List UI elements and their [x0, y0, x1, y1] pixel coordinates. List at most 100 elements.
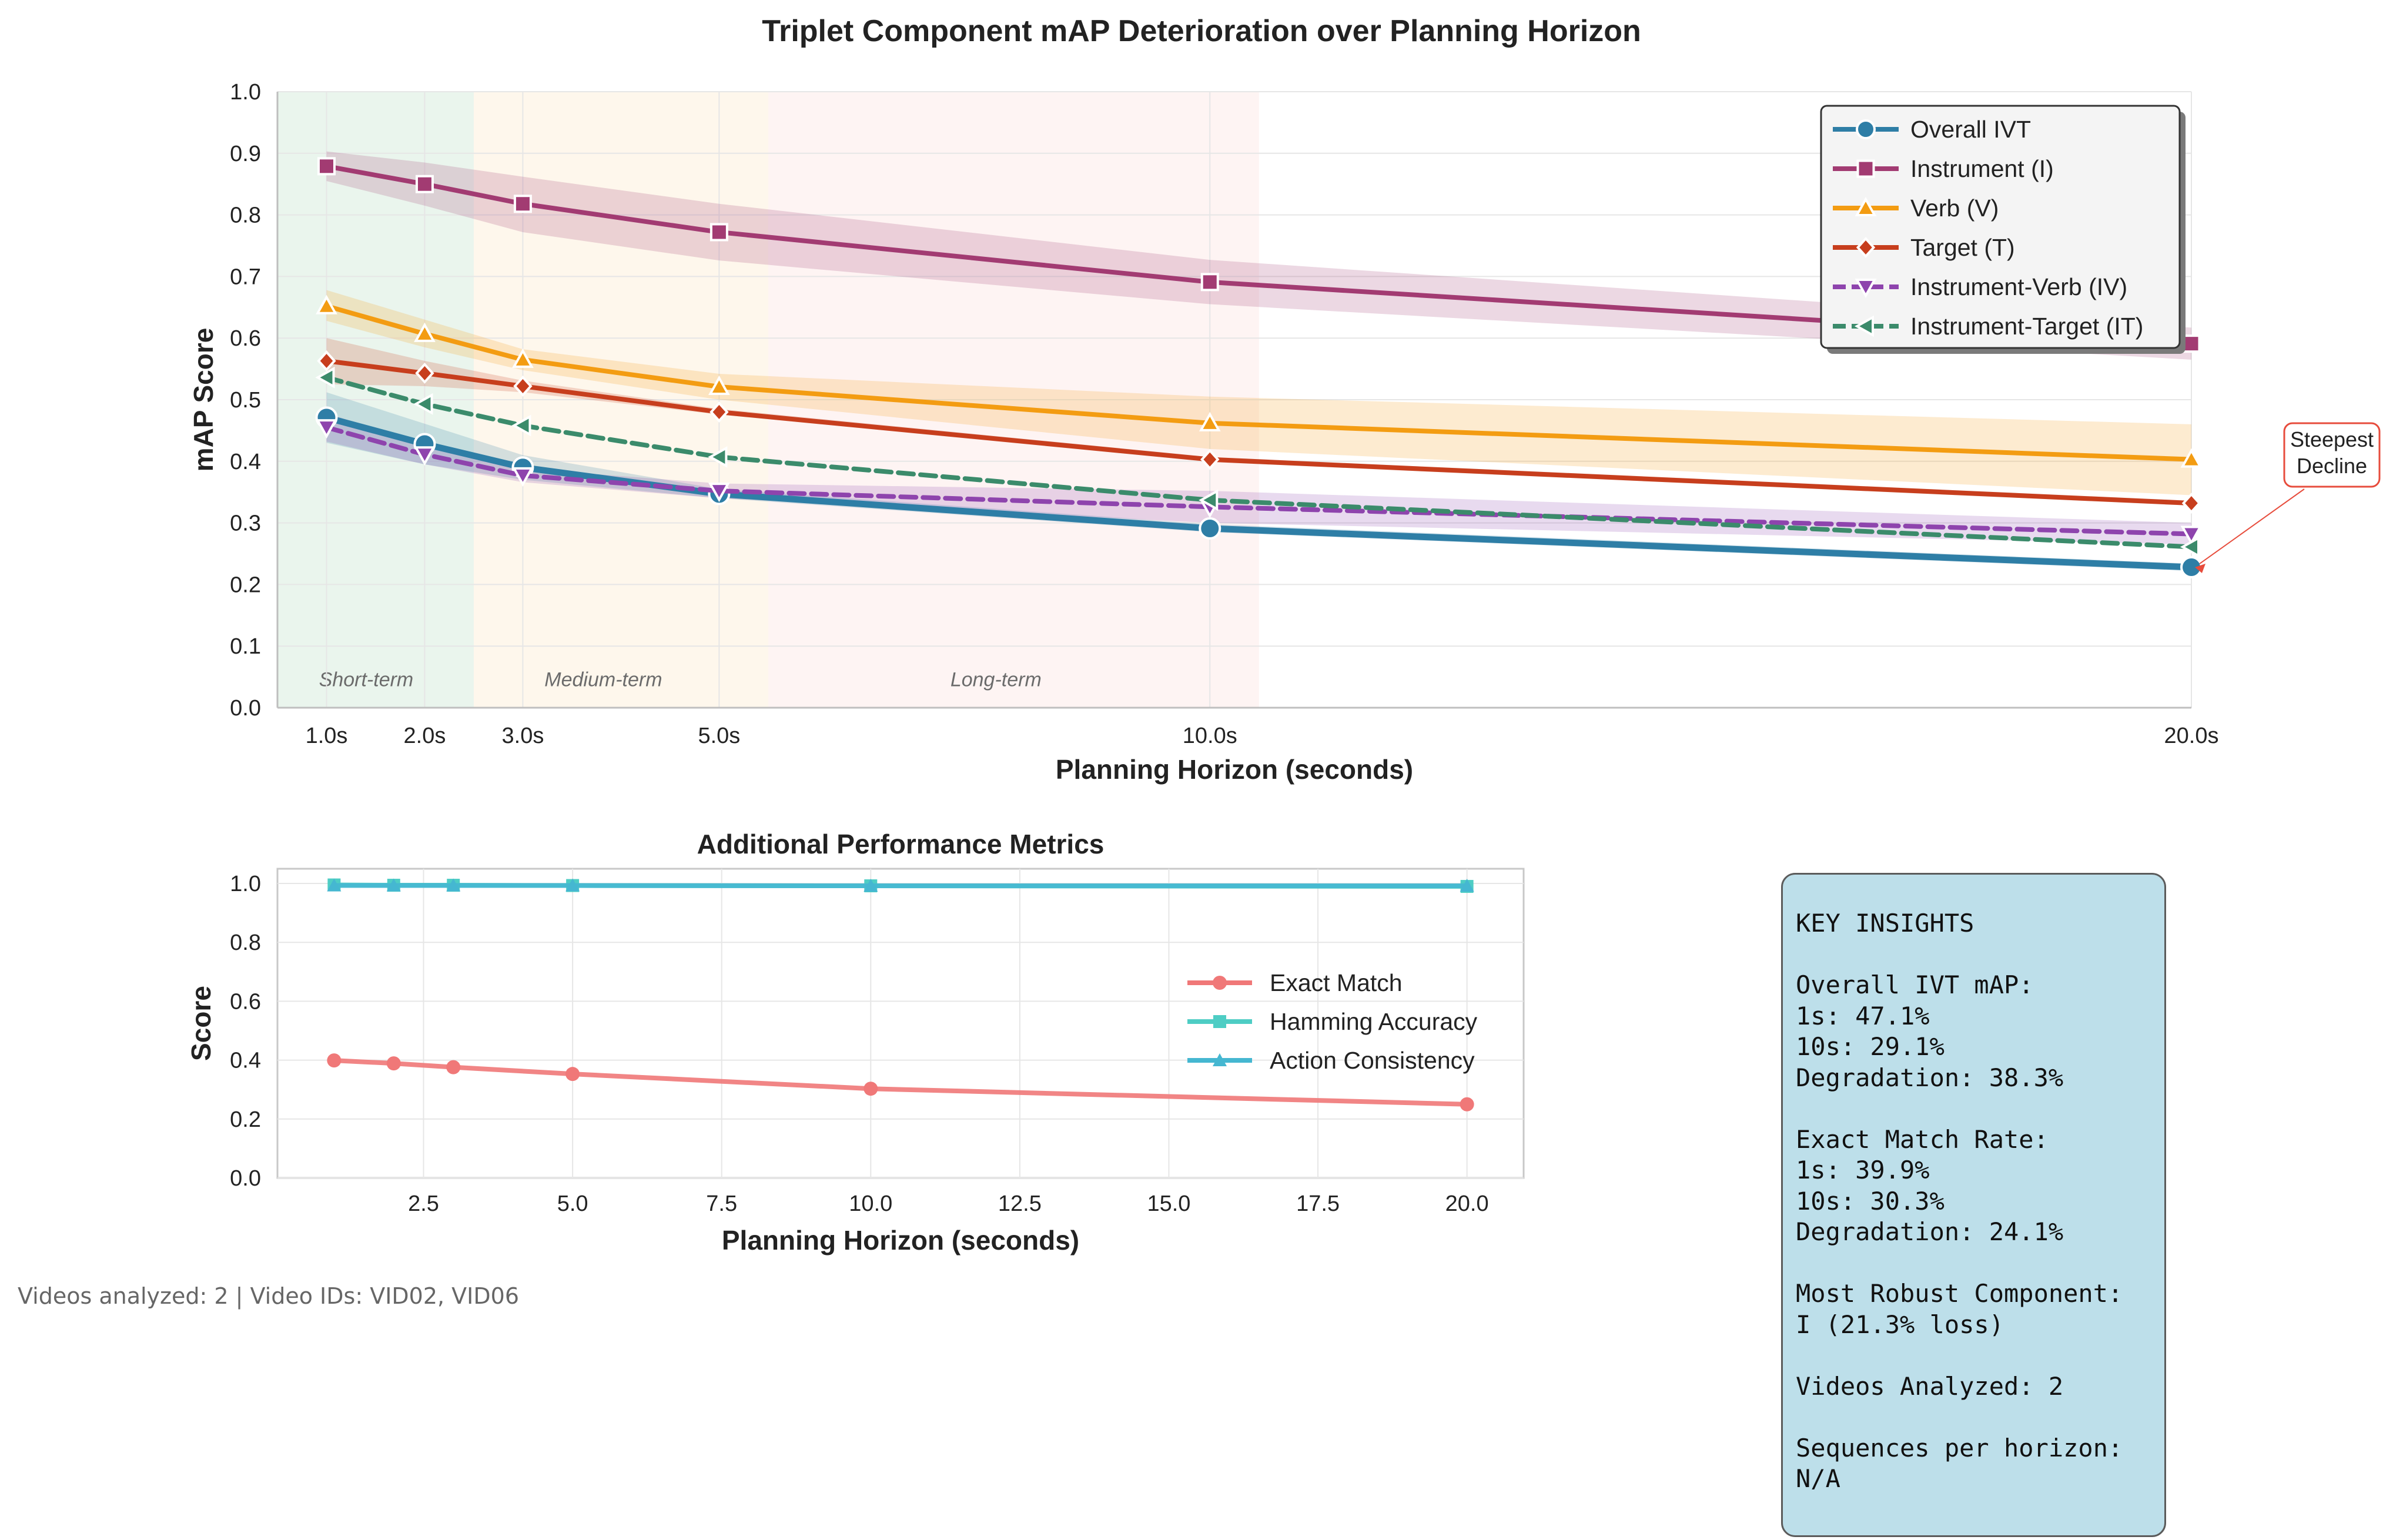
- y-tick-label: 0.5: [230, 388, 261, 413]
- data-point: [513, 375, 533, 397]
- legend-marker: [1213, 976, 1227, 990]
- annotation-box: [2283, 422, 2381, 488]
- x-tick-label: 10.0s: [1183, 724, 1237, 748]
- x-tick-label: 2.5: [408, 1191, 439, 1216]
- y-tick-label: 0.1: [230, 634, 261, 659]
- insights-text: KEY INSIGHTS Overall IVT mAP: 1s: 47.1% 10…: [1796, 908, 2160, 1495]
- data-point: [386, 1056, 401, 1071]
- legend-label: Instrument-Target (IT): [1910, 313, 2143, 340]
- series-line-2: [324, 303, 2194, 462]
- legend-label: Action Consistency: [1270, 1047, 1475, 1074]
- insight-line: Most Robust Component:: [1796, 1279, 2123, 1308]
- x-tick-label: 5.0: [557, 1191, 588, 1216]
- x-axis-label: Planning Horizon (seconds): [1056, 754, 1413, 785]
- series-line-0: [323, 414, 2195, 571]
- data-point: [414, 446, 436, 466]
- data-point: [415, 175, 434, 193]
- plot-frame: [276, 868, 1525, 1179]
- y-tick-label: 0.0: [230, 696, 261, 721]
- data-point: [2180, 448, 2203, 468]
- y-tick-label: 0.6: [230, 989, 261, 1014]
- y-tick-label: 0.8: [230, 203, 261, 228]
- data-point: [317, 157, 336, 176]
- data-point: [316, 419, 337, 439]
- data-point: [708, 375, 730, 395]
- data-point: [864, 1082, 878, 1096]
- main-chart: Short-term Medium-term Long-term 0.0 0.1 0.2 0…: [188, 14, 2381, 785]
- series-line-0: [334, 1058, 1467, 1107]
- insight-line: 1s: 47.1%: [1796, 1001, 1930, 1030]
- legend-marker: [1213, 1015, 1226, 1028]
- data-point: [1200, 273, 1219, 292]
- insight-line: [1796, 1402, 2160, 1433]
- data-point: [708, 446, 728, 468]
- legend-marker: [1855, 196, 1877, 216]
- data-point: [1199, 489, 1219, 511]
- annotation-text: Steepest: [2290, 427, 2374, 451]
- insight-line: 10s: 29.1%: [1796, 1032, 1945, 1061]
- data-point: [2180, 536, 2200, 558]
- x-tick-label: 2.0s: [404, 724, 446, 748]
- insight-line: Sequences per horizon:: [1796, 1433, 2123, 1462]
- legend-label: Verb (V): [1910, 195, 1999, 222]
- data-point: [511, 414, 531, 437]
- insight-line: Videos Analyzed: 2: [1796, 1371, 2064, 1401]
- region-label-2: Long-term: [951, 668, 1042, 691]
- insight-line: Degradation: 24.1%: [1796, 1217, 2064, 1246]
- data-point: [1460, 1097, 1474, 1112]
- region-label-1: Medium-term: [544, 668, 662, 691]
- insight-line: [1796, 1340, 2160, 1371]
- legend-label: Hamming Accuracy: [1270, 1008, 1478, 1035]
- chart-title: Triplet Component mAP Deterioration over…: [762, 14, 1641, 48]
- band-1: [326, 151, 2191, 360]
- insight-line: Exact Match Rate:: [1796, 1124, 2049, 1154]
- y-tick-label: 0.4: [230, 1049, 261, 1073]
- data-point: [864, 879, 878, 892]
- y-tick-label: 0.0: [230, 1166, 261, 1191]
- legend-marker: [1213, 1053, 1227, 1066]
- legend-marker: [1856, 119, 1876, 139]
- x-tick-label: 17.5: [1296, 1191, 1340, 1216]
- annotation-arrowhead: [2195, 564, 2205, 574]
- insight-line: [1796, 1093, 2160, 1124]
- insight-line: I (21.3% loss): [1796, 1310, 2004, 1339]
- data-point: [414, 322, 436, 342]
- y-tick-label: 0.4: [230, 450, 261, 474]
- data-point: [316, 294, 337, 314]
- x-tick-label: 5.0s: [698, 724, 740, 748]
- data-point: [317, 350, 336, 371]
- data-point: [708, 483, 730, 503]
- data-point: [1199, 411, 1221, 431]
- series-line-4: [324, 425, 2194, 537]
- x-tick-label: 3.0s: [502, 724, 544, 748]
- data-point: [565, 878, 580, 892]
- x-tick-label: 12.5: [998, 1191, 1042, 1216]
- legend-label: Target (T): [1910, 234, 2015, 261]
- legend-label: Exact Match: [1270, 969, 1403, 996]
- legend-box: [1820, 105, 2181, 349]
- x-tick-label: 20.0: [1445, 1191, 1489, 1216]
- data-point: [327, 1053, 342, 1068]
- insight-line: Overall IVT mAP:: [1796, 970, 2034, 999]
- data-point: [1199, 517, 1221, 540]
- data-point: [386, 878, 401, 892]
- y-axis-label: mAP Score: [188, 328, 219, 472]
- legend-label: Instrument-Verb (IV): [1910, 273, 2127, 300]
- region-label-0: Short-term: [319, 668, 414, 691]
- y-tick-label: 1.0: [230, 80, 261, 105]
- insight-line: 1s: 39.9%: [1796, 1156, 1930, 1184]
- series-line-3: [324, 358, 2194, 506]
- legend-marker: [1856, 159, 1875, 178]
- data-point: [446, 1060, 461, 1074]
- data-point: [565, 1067, 580, 1082]
- legend-marker: [1856, 237, 1876, 258]
- legend-marker: [1855, 279, 1877, 299]
- annotation-arrow: [2199, 488, 2305, 564]
- data-point: [2180, 525, 2203, 545]
- series-line-5: [324, 375, 2194, 550]
- data-point: [2182, 334, 2201, 353]
- legend-label: Overall IVT: [1910, 116, 2031, 143]
- x-tick-label: 20.0s: [2164, 724, 2219, 748]
- insight-line: KEY INSIGHTS: [1796, 909, 1974, 938]
